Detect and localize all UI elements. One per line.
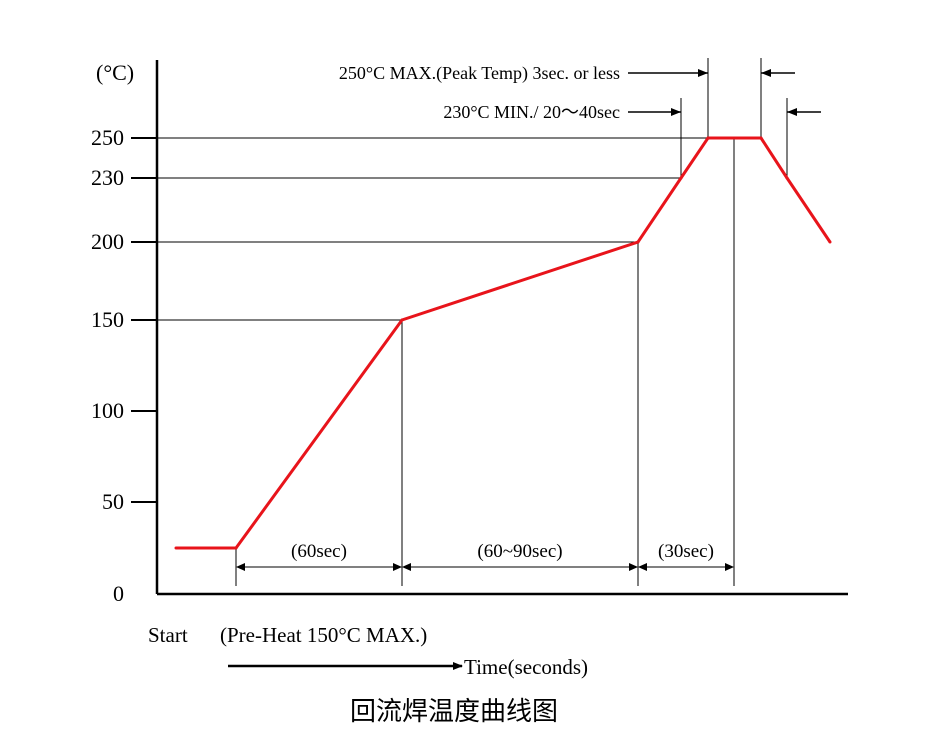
chart-caption: 回流焊温度曲线图 [350, 697, 558, 726]
annotation-arrowhead [671, 108, 681, 116]
guide-lines [157, 58, 788, 586]
dimension-arrowhead [725, 563, 734, 571]
series-group [174, 136, 832, 550]
y-tick-label: 0 [113, 581, 124, 606]
profile-point [828, 240, 832, 244]
start-label: Start [148, 623, 188, 647]
profile-point [759, 136, 763, 140]
y-ticks: 0 50 100 150 200 230 250 [91, 125, 157, 606]
duration-label: (60~90sec) [477, 541, 562, 562]
y-tick-label: 250 [91, 125, 124, 150]
y-tick-label: 200 [91, 229, 124, 254]
dimension-arrowhead [236, 563, 245, 571]
duration-label: (60sec) [291, 541, 347, 562]
profile-point [706, 136, 710, 140]
y-tick-label: 100 [91, 398, 124, 423]
dimension-arrowhead [629, 563, 638, 571]
temperature-profile-line [176, 136, 832, 550]
y-tick-label: 50 [102, 489, 124, 514]
x-axis-label: Time(seconds) [464, 655, 588, 679]
peak-annotation-label: 250°C MAX.(Peak Temp) 3sec. or less [339, 63, 620, 84]
annotation-arrowhead [761, 69, 771, 77]
y-tick-label: 230 [91, 165, 124, 190]
profile-point [679, 176, 683, 180]
top-annotations: 250°C MAX.(Peak Temp) 3sec. or less 230°C… [339, 63, 821, 122]
profile-point [785, 176, 789, 180]
y-unit-label: (°C) [96, 60, 134, 85]
dimension-arrowhead [638, 563, 647, 571]
profile-point [234, 546, 238, 550]
preheat-label: (Pre-Heat 150°C MAX.) [220, 623, 427, 647]
dimension-arrowhead [402, 563, 411, 571]
profile-point [400, 318, 404, 322]
annotation-arrowhead [787, 108, 797, 116]
duration-label: (30sec) [658, 541, 714, 562]
dimension-arrowhead [393, 563, 402, 571]
y-tick-label: 150 [91, 307, 124, 332]
profile-point [174, 546, 178, 550]
axes [155, 60, 848, 596]
duration-dimensions: (60sec) (60~90sec) (30sec) [236, 541, 734, 571]
above-230-annotation-label: 230°C MIN./ 20～40sec [443, 102, 620, 122]
profile-point [636, 240, 640, 244]
annotation-arrowhead [698, 69, 708, 77]
